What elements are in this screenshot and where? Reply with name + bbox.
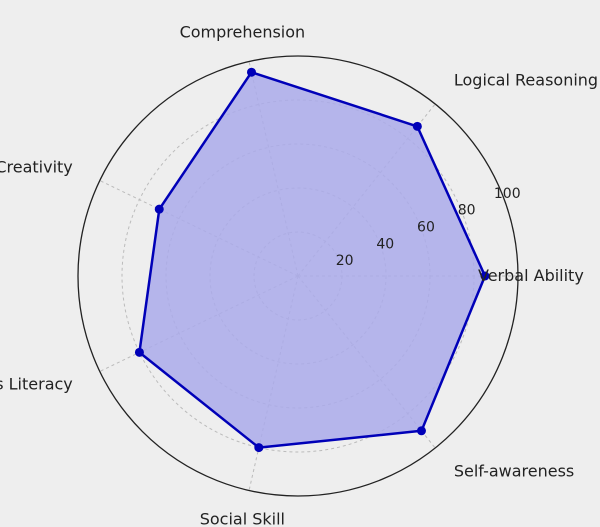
r-tick-label: 80 — [458, 203, 476, 219]
data-point-2 — [246, 67, 256, 77]
axis-label: Creativity — [0, 158, 73, 177]
axis-label: Self-awareness — [454, 461, 574, 480]
tick-layer: 20 40 60 80 100 — [336, 186, 521, 269]
r-tick-label: 100 — [494, 186, 521, 202]
data-point-0 — [480, 271, 490, 281]
data-point-4 — [134, 347, 144, 357]
r-tick-label: 20 — [336, 253, 354, 269]
series-layer — [134, 67, 490, 453]
axis-label: Verbal Ability — [478, 266, 584, 285]
r-tick-label: 60 — [417, 219, 435, 235]
label-layer: Verbal Ability Logical Reasoning Comprehen… — [0, 22, 598, 527]
data-point-6 — [416, 426, 426, 436]
outer-ring — [77, 55, 519, 497]
data-point-5 — [254, 443, 264, 453]
data-point-1 — [412, 121, 422, 131]
axis-label: Logical Reasoning — [454, 71, 598, 90]
data-point-3 — [154, 204, 164, 214]
r-tick-label: 40 — [376, 236, 394, 252]
series-area-0 — [138, 70, 487, 449]
axis-label: Social Skill — [200, 510, 285, 527]
axis-label: Comprehension — [180, 22, 306, 41]
axis-label: Business Literacy — [0, 374, 73, 393]
